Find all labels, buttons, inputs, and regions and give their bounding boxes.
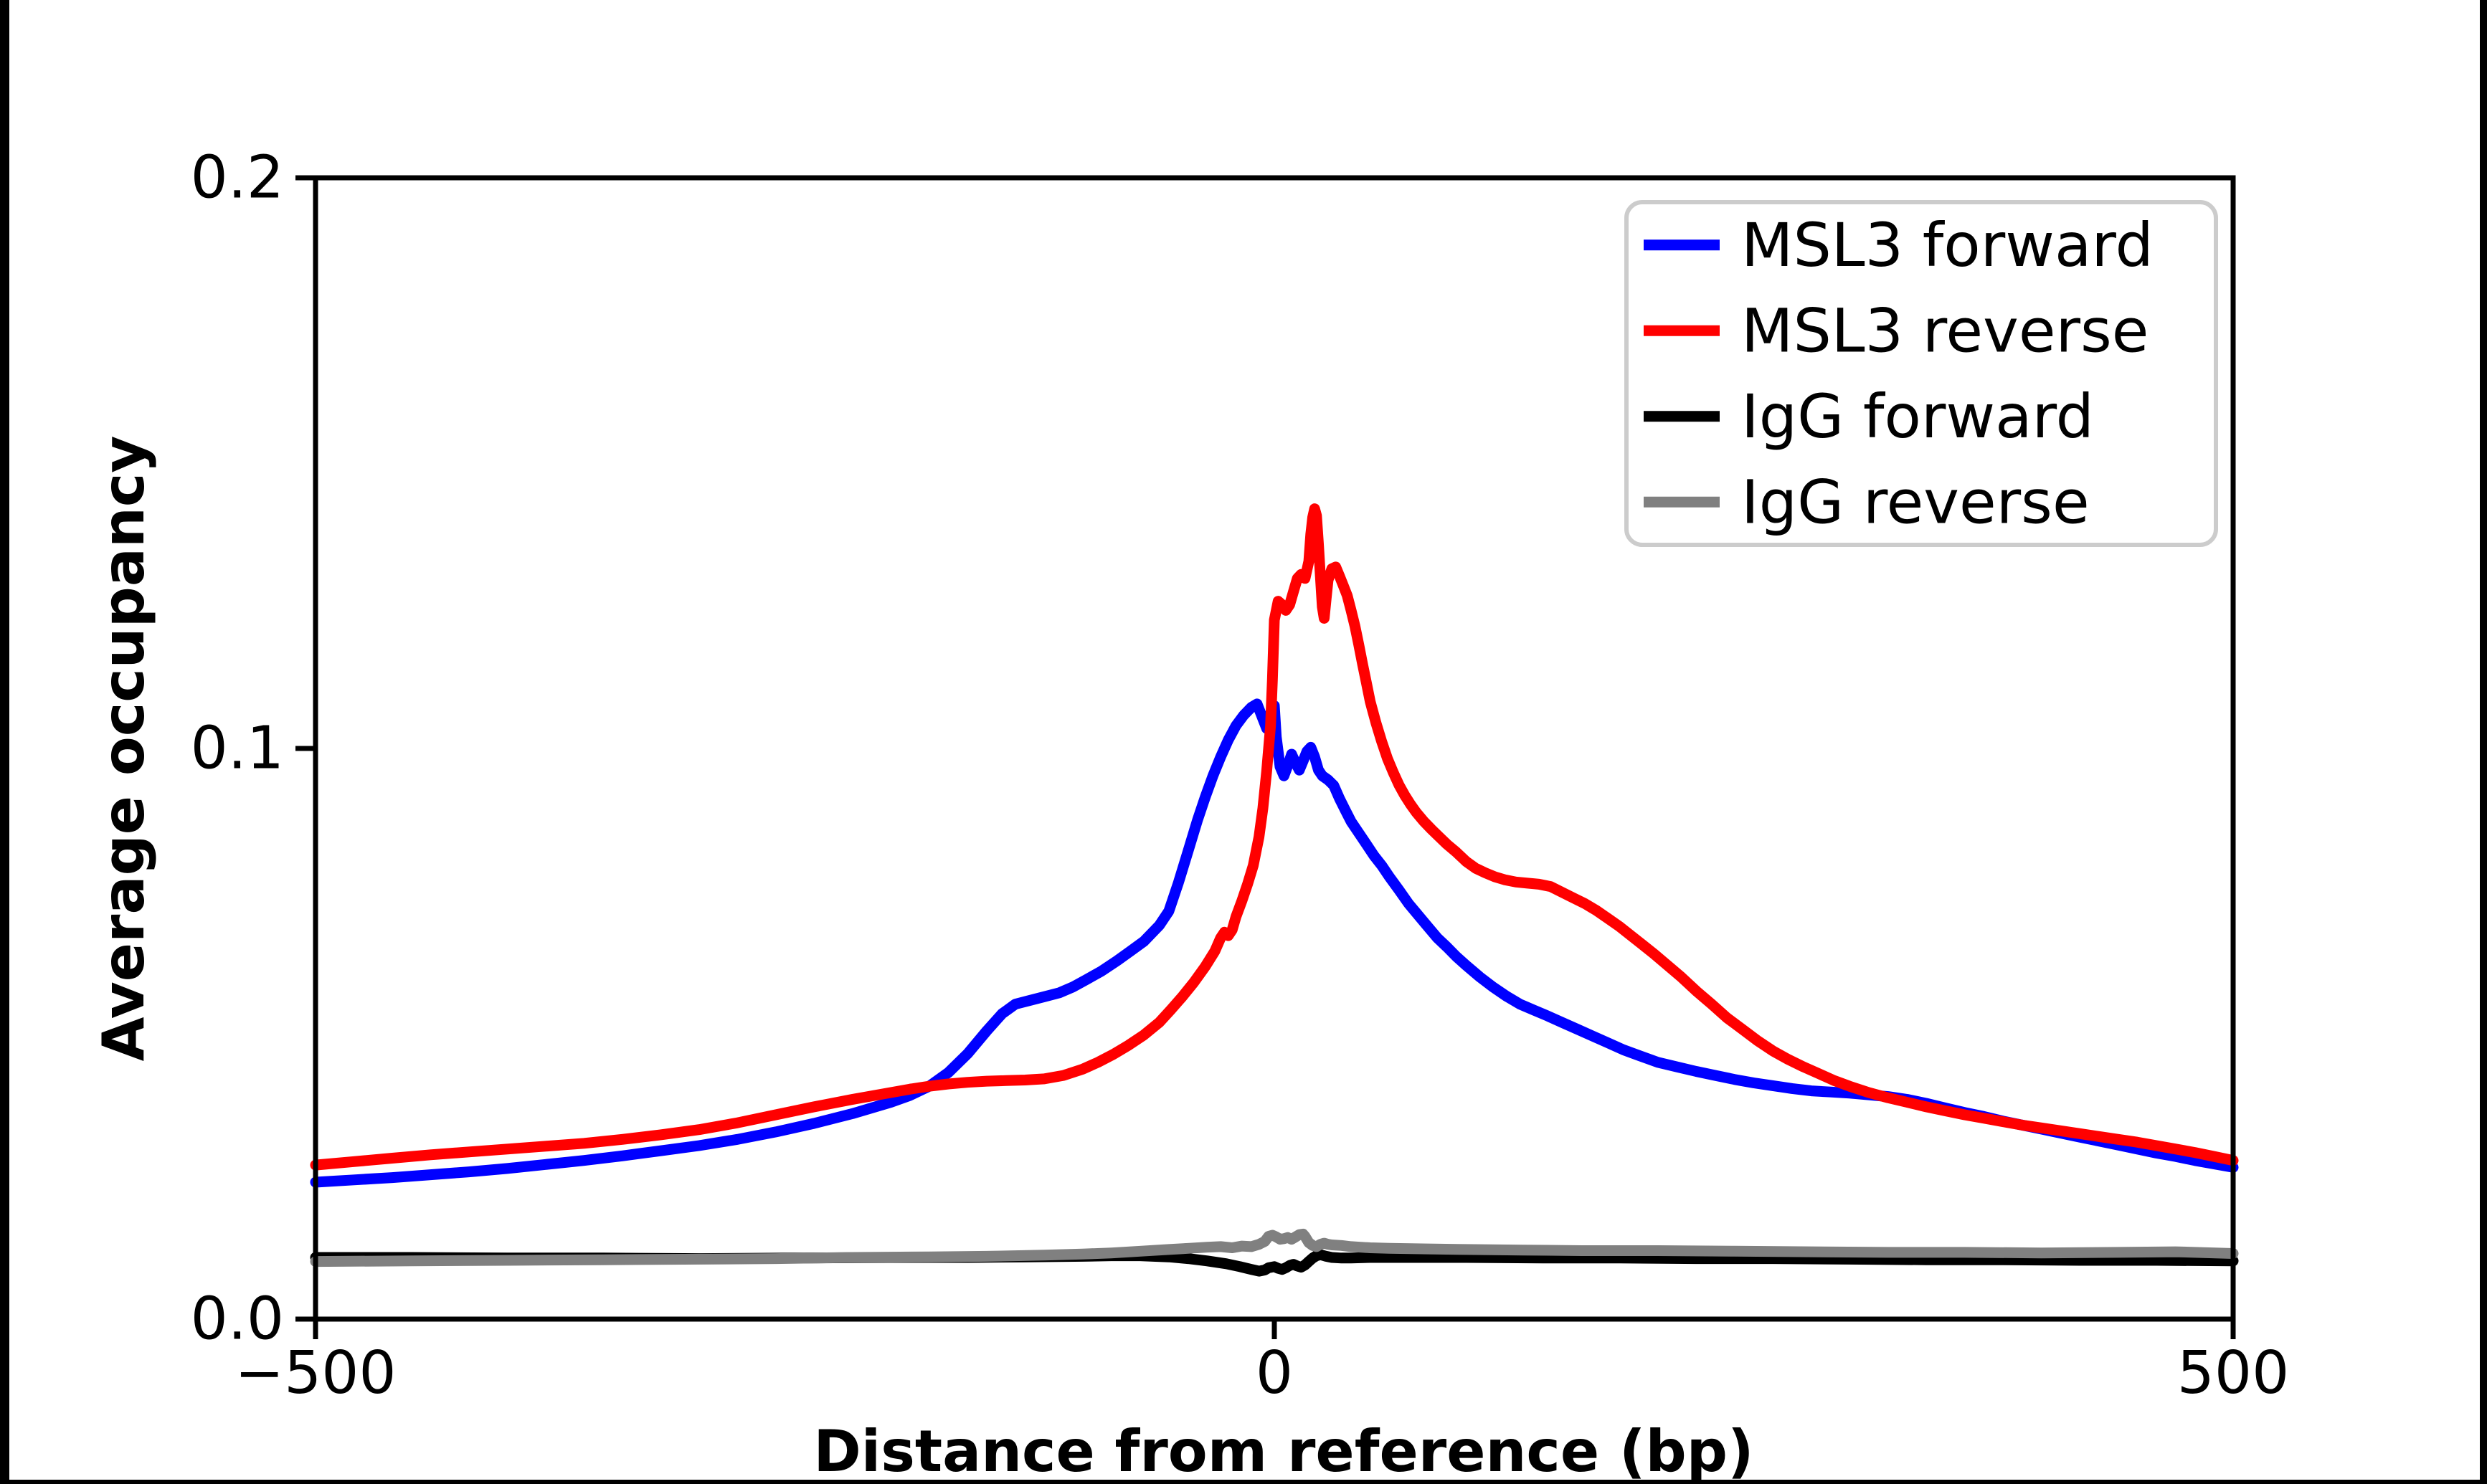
frame-border-right: [2480, 0, 2487, 1484]
series-line-msl3-reverse: [310, 503, 2239, 1171]
legend-label-igg-reverse: IgG reverse: [1741, 467, 2090, 537]
legend: MSL3 forward MSL3 reverse IgG forward IgG r…: [1624, 200, 2218, 547]
axis-tick-labels: −500 0 500 0.0 0.1 0.2: [191, 144, 2290, 1408]
series-line-msl3-forward: [310, 698, 2239, 1188]
axis-ticks: [295, 175, 2236, 1339]
y-tick-label: 0.0: [191, 1285, 284, 1354]
y-tick-label: 0.1: [191, 715, 284, 783]
legend-box: [1624, 200, 2218, 547]
y-tick-label: 0.2: [191, 144, 284, 212]
x-tick-label: 500: [2177, 1339, 2290, 1407]
frame-border-bottom: [0, 1480, 2487, 1484]
plot-spines: [313, 175, 2236, 1322]
series-line-igg-reverse: [310, 1228, 2239, 1267]
x-tick-label: −500: [235, 1339, 396, 1407]
frame-border-left: [0, 0, 9, 1484]
legend-label-igg-forward: IgG forward: [1741, 381, 2094, 452]
data-series: [310, 503, 2239, 1277]
legend-label-msl3-forward: MSL3 forward: [1741, 210, 2154, 280]
x-axis-label: Distance from reference (bp): [813, 1418, 1753, 1484]
y-axis-label: Average occupancy: [90, 436, 157, 1062]
x-tick-label: 0: [1256, 1339, 1293, 1407]
legend-label-msl3-reverse: MSL3 reverse: [1741, 295, 2149, 366]
legend-items: MSL3 forward MSL3 reverse IgG forward IgG r…: [1644, 210, 2154, 537]
